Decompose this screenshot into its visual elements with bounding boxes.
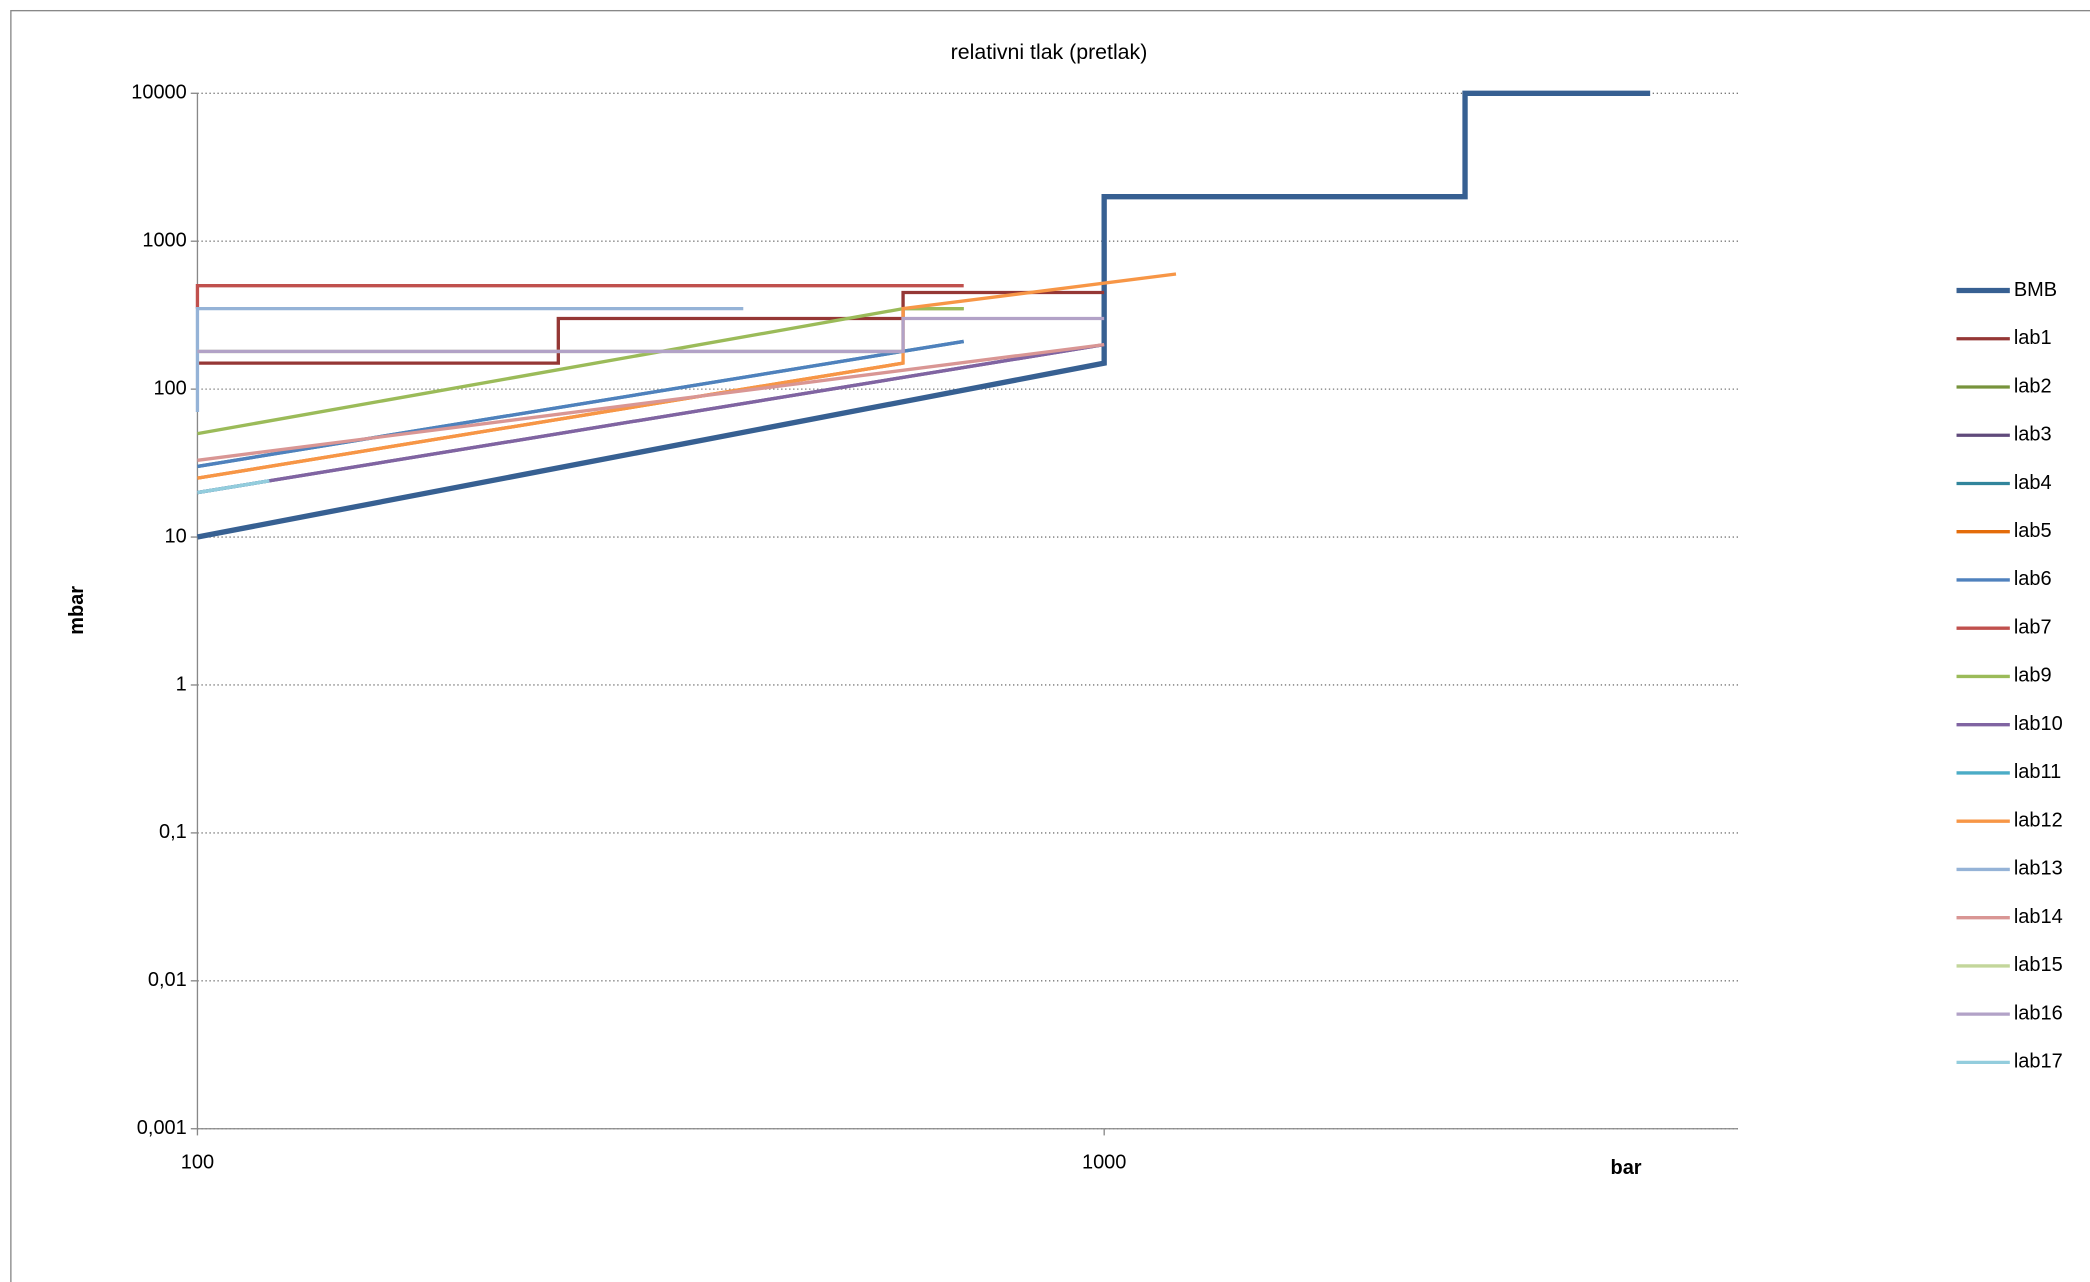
series-line (197, 316, 1105, 354)
y-tick-label: 10 (165, 525, 187, 547)
series-line (197, 342, 1105, 495)
legend-label: BMB (2014, 279, 2057, 301)
series-line (196, 90, 1651, 540)
legend-label: lab7 (2014, 616, 2052, 638)
y-tick-label: 100 (153, 377, 186, 399)
legend-label: lab14 (2014, 906, 2063, 928)
y-tick-label: 1000 (142, 229, 186, 251)
series-line (197, 290, 1105, 365)
legend-label: lab6 (2014, 568, 2052, 590)
legend-label: lab4 (2014, 472, 2052, 494)
legend-label: lab13 (2014, 858, 2063, 880)
series-line (195, 306, 744, 413)
series-line (195, 284, 964, 309)
legend-label: lab5 (2014, 520, 2052, 542)
y-tick-label: 0,001 (137, 1117, 187, 1139)
legend-label: lab10 (2014, 713, 2063, 735)
y-tick-label: 1 (176, 673, 187, 695)
legend-label: lab11 (2014, 761, 2061, 783)
y-tick-label: 0,01 (148, 969, 187, 991)
x-tick-label: 100 (181, 1152, 214, 1174)
legend-label: lab1 (2014, 327, 2052, 349)
y-tick-label: 10000 (131, 82, 187, 104)
legend-label: lab2 (2014, 375, 2052, 397)
legend-label: lab16 (2014, 1002, 2063, 1024)
legend-label: lab12 (2014, 809, 2063, 831)
y-axis-label: mbar (66, 586, 88, 635)
series-line (197, 479, 270, 495)
legend-label: lab9 (2014, 665, 2052, 687)
chart-title: relativni tlak (pretlak) (951, 40, 1148, 64)
legend-label: lab3 (2014, 424, 2052, 446)
legend-label: lab15 (2014, 954, 2063, 976)
x-axis-label: bar (1610, 1157, 1641, 1179)
legend-label: lab17 (2014, 1051, 2063, 1073)
chart-border (10, 9, 2090, 1282)
x-tick-label: 1000 (1082, 1152, 1126, 1174)
y-tick-label: 0,1 (159, 821, 187, 843)
series-line (197, 342, 1105, 462)
